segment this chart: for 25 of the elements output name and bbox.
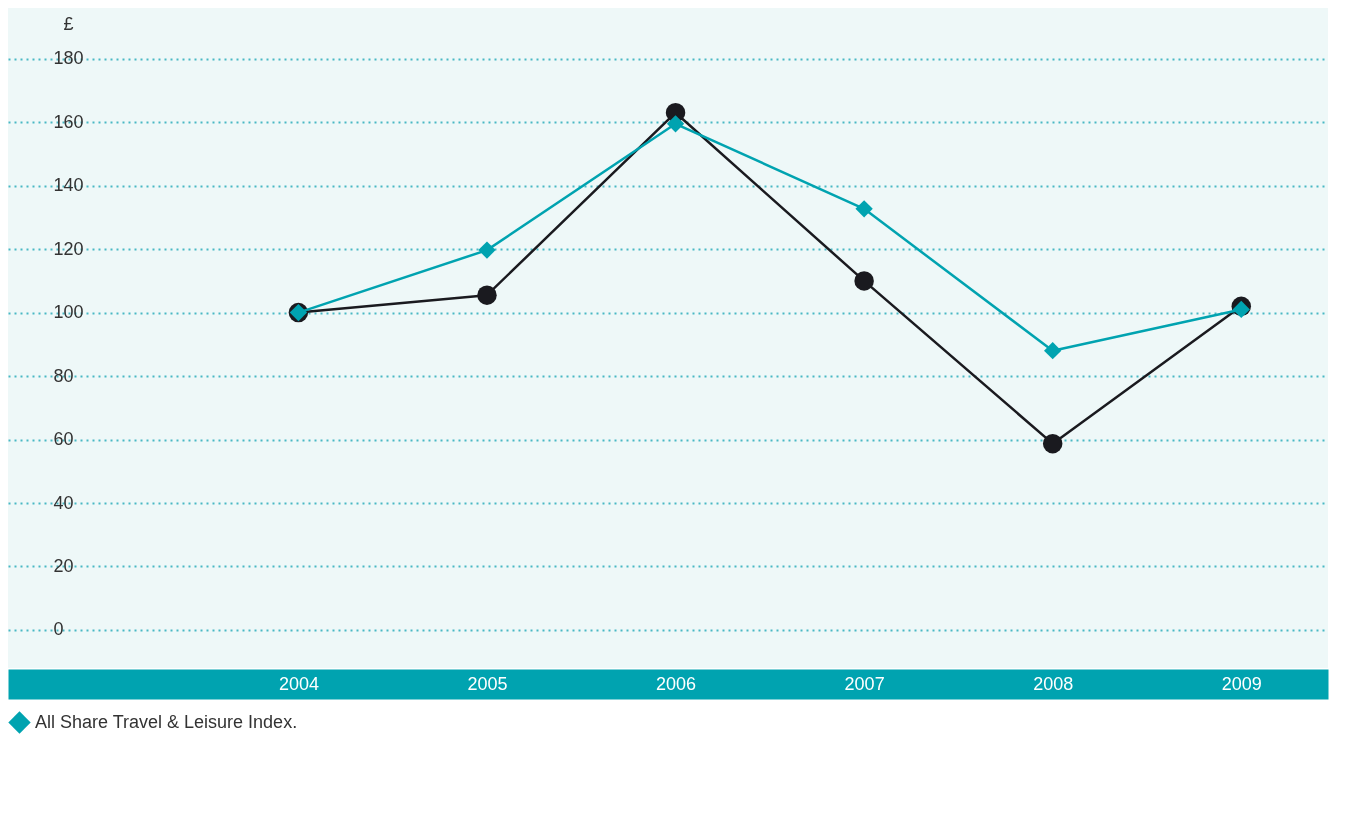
y-tick-label: 120 bbox=[53, 238, 84, 259]
y-tick-label: 20 bbox=[53, 555, 74, 576]
point bbox=[478, 241, 496, 259]
y-tick-label: 180 bbox=[53, 48, 84, 69]
point bbox=[666, 115, 685, 133]
point bbox=[855, 200, 873, 218]
x-tick-label: 2005 bbox=[467, 673, 508, 694]
y-tick-label: 80 bbox=[53, 365, 74, 386]
point bbox=[1042, 433, 1063, 454]
point bbox=[854, 271, 874, 291]
x-tick-label: 2006 bbox=[656, 673, 697, 694]
legend-label: All Share Travel & Leisure Index. bbox=[35, 711, 298, 732]
y-tick-label: 160 bbox=[53, 111, 84, 132]
y-tick-label: 100 bbox=[53, 302, 84, 323]
y-tick-label: 60 bbox=[53, 429, 74, 450]
point bbox=[477, 285, 497, 305]
point bbox=[1044, 342, 1062, 360]
x-tick-label: 2004 bbox=[278, 673, 319, 694]
y-tick-label: 0 bbox=[53, 619, 64, 640]
y-tick-label: 140 bbox=[53, 175, 84, 196]
y-axis-title: £ bbox=[63, 13, 74, 34]
x-tick-label: 2007 bbox=[844, 673, 885, 694]
x-tick-label: 2009 bbox=[1221, 673, 1262, 694]
x-tick-label: 2008 bbox=[1033, 673, 1074, 694]
y-tick-label: 40 bbox=[53, 492, 74, 513]
